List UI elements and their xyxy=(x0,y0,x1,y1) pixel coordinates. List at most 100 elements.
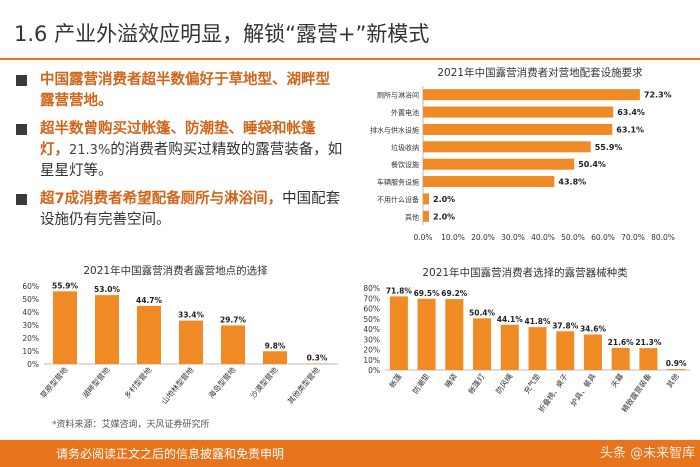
bullet-2-highlight: 超半数曾购买过帐篷、防潮垫、睡袋和帐篷灯， xyxy=(40,121,316,158)
category-label: 垃圾收纳 xyxy=(391,143,419,152)
bar-11 xyxy=(667,369,686,370)
title-rule xyxy=(0,58,700,60)
y-tick-label: 0% xyxy=(27,360,39,369)
value-label: 63.1% xyxy=(616,125,644,134)
camping-gear-chart: 2021年中国露营消费者选择的露营器械种类 0% 10% 20% 30% 40% 50% 60… xyxy=(355,258,695,433)
y-tick-label: 30% xyxy=(363,335,380,344)
bar-6 xyxy=(528,327,547,370)
value-label: 33.4% xyxy=(178,311,205,320)
page-title: 1.6 产业外溢效应明显，解锁“露营+”新模式 xyxy=(14,22,430,46)
y-tick-label: 20% xyxy=(363,346,380,355)
bar-8 xyxy=(423,210,429,222)
y-tick-label: 10% xyxy=(22,347,39,356)
value-label: 50.4% xyxy=(578,160,606,169)
y-tick-label: 40% xyxy=(22,308,39,317)
y-tick-label: 80% xyxy=(363,284,380,293)
category-label: 防风绳 xyxy=(493,371,514,396)
y-tick-label: 0% xyxy=(368,366,380,375)
chart-title: 2021年中国露营消费者对营地配套设施要求 xyxy=(437,66,643,79)
y-tick-label: 50% xyxy=(363,315,380,324)
category-label: 帐篷灯 xyxy=(466,371,487,396)
bar-2 xyxy=(417,298,436,370)
category-label: 湖畔型营地 xyxy=(80,364,112,400)
x-tick-label: 70.0% xyxy=(621,233,645,242)
bar-6 xyxy=(263,351,287,364)
x-tick-label: 30.0% xyxy=(501,233,525,242)
x-tick-label: 50.0% xyxy=(561,233,585,242)
bullet-3-highlight: 超7成消费者希望配备厕所与淋浴间， xyxy=(40,191,283,207)
category-label: 山地林型营地 xyxy=(159,364,196,405)
bar-7 xyxy=(423,193,429,205)
value-label: 55.9% xyxy=(595,143,623,152)
camp-location-chart: 2021年中国露营消费者露营地点的选择 0% 10% 20% 30% 40% 50% 60% 5… xyxy=(8,258,343,418)
category-label: 睡袋 xyxy=(442,371,459,389)
y-tick-label: 60% xyxy=(22,282,39,291)
x-tick-label: 80.0% xyxy=(651,233,675,242)
category-label: 帐篷 xyxy=(387,371,404,389)
bar-10 xyxy=(639,348,658,370)
value-label: 55.9% xyxy=(52,281,79,290)
source-note: *资料来源：艾媒咨询，天风证券研究所 xyxy=(52,420,210,430)
category-label: 草原型营地 xyxy=(38,364,70,400)
bar-8 xyxy=(583,334,602,370)
category-label: 充气垫 xyxy=(521,371,542,396)
y-tick-label: 40% xyxy=(363,325,380,334)
value-label: 53.0% xyxy=(94,285,121,294)
category-label: 乡村型营地 xyxy=(122,364,154,400)
bullet-2: 超半数曾购买过帐篷、防潮垫、睡袋和帐篷灯，21.3%的消费者购买过精致的露营装备… xyxy=(14,119,344,182)
category-label: 排水与供水设施 xyxy=(370,125,419,134)
value-label: 2.0% xyxy=(433,195,455,204)
bar-9 xyxy=(611,347,630,370)
bullet-2-number: 21.3% xyxy=(69,143,111,158)
camping-gear-svg: 2021年中国露营消费者选择的露营器械种类 0%10%20% 30%40%50%60… xyxy=(363,266,690,414)
value-label: 37.8% xyxy=(552,321,579,330)
y-tick-label: 20% xyxy=(22,334,39,343)
category-label: 不用什么设备 xyxy=(377,195,419,204)
value-label: 63.4% xyxy=(617,108,645,117)
bullet-3-rest: 中国配套设施仍有完善空间。 xyxy=(40,191,341,228)
value-label: 29.7% xyxy=(220,315,247,324)
value-label: 50.4% xyxy=(469,308,496,317)
x-tick-label: 40.0% xyxy=(531,233,555,242)
value-label: 44.1% xyxy=(497,315,524,324)
value-label: 71.8% xyxy=(386,286,413,295)
x-tick-label: 10.0% xyxy=(441,233,465,242)
bar-5 xyxy=(423,158,575,170)
bullet-1: 中国露营消费者超半数偏好于草地型、湖畔型露营营地。 xyxy=(14,70,344,112)
y-tick-label: 70% xyxy=(363,294,380,303)
category-label: 炉具、餐具 xyxy=(568,371,598,408)
category-label: 外置电池 xyxy=(391,108,419,117)
value-label: 44.7% xyxy=(136,296,163,305)
value-label: 0.9% xyxy=(666,359,687,368)
title-bar: 1.6 产业外溢效应明显，解锁“露营+”新模式 xyxy=(0,0,700,60)
category-label: 海岛型营地 xyxy=(206,364,238,400)
bar-3 xyxy=(423,123,613,135)
bar-1 xyxy=(389,296,408,370)
watermark: 头条 @未来智库 xyxy=(600,446,696,461)
bar-2 xyxy=(423,106,614,118)
y-tick-label: 60% xyxy=(363,305,380,314)
x-tick-label: 0.0% xyxy=(413,233,432,242)
y-tick-label: 10% xyxy=(363,356,380,365)
bar-7 xyxy=(556,331,575,370)
bullet-3: 超7成消费者希望配备厕所与淋浴间，中国配套设施仍有完善空间。 xyxy=(14,189,344,231)
bullet-square-icon xyxy=(16,194,27,205)
camp-location-svg: 2021年中国露营消费者露营地点的选择 0% 10% 20% 30% 40% 50% 60% 5… xyxy=(22,264,338,406)
category-label: 其他类型营地 xyxy=(285,364,322,405)
bar-4 xyxy=(179,320,203,364)
value-label: 72.3% xyxy=(644,91,672,100)
category-label: 其他 xyxy=(405,212,419,221)
facility-requirements-chart: 2021年中国露营消费者对营地配套设施要求 厕所与淋浴间 72.3% 外置电池 63.4… xyxy=(345,60,695,245)
category-label: 天幕 xyxy=(609,371,626,389)
footer-disclaimer: 请务必阅读正文之后的信息披露和免责申明 xyxy=(56,447,285,461)
value-label: 21.6% xyxy=(608,338,635,347)
value-label: 9.8% xyxy=(265,341,286,350)
value-label: 2.0% xyxy=(433,212,455,221)
bullet-square-icon xyxy=(16,124,27,135)
bar-3 xyxy=(137,305,161,364)
bar-5 xyxy=(221,325,245,364)
value-label: 69.5% xyxy=(414,289,441,298)
footer-bar xyxy=(0,440,700,467)
bullet-1-highlight: 中国露营消费者超半数偏好于草地型、湖畔型露营营地。 xyxy=(40,72,330,109)
bar-4 xyxy=(473,318,492,370)
